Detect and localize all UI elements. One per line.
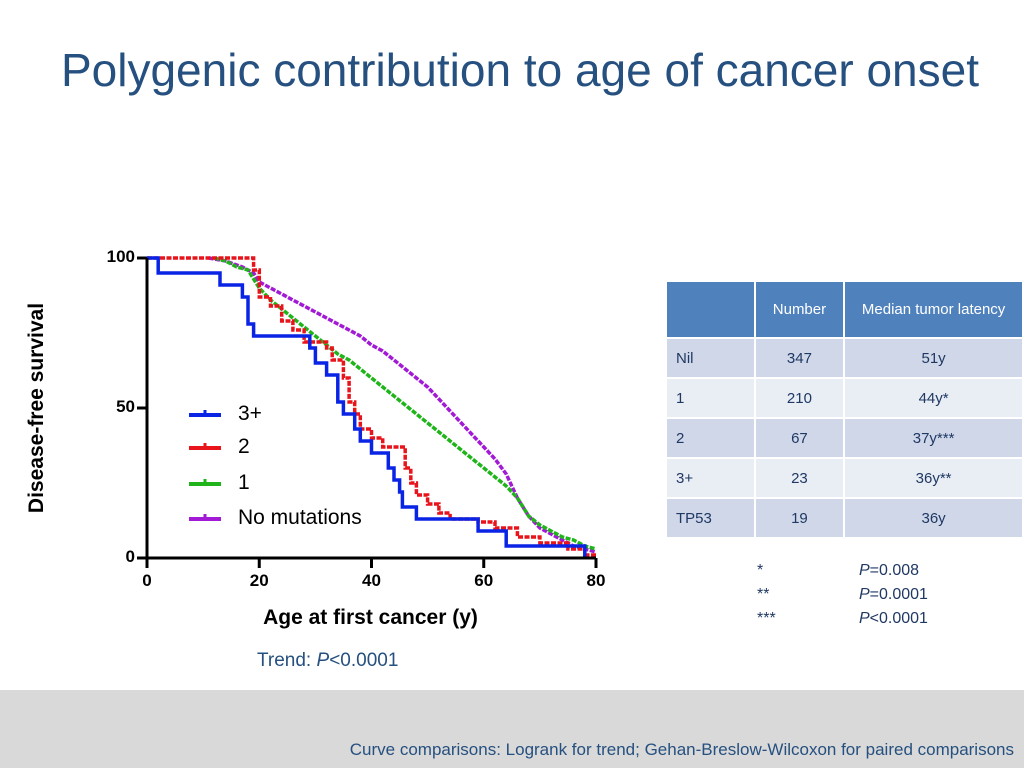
note-p-symbol: P: [859, 610, 870, 627]
note-p-symbol: P: [859, 562, 870, 579]
table-cell-group: Nil: [665, 337, 756, 379]
legend-label-3plus: 3+: [238, 402, 262, 425]
trend-p-symbol: P: [316, 650, 330, 671]
table-cell-number: 67: [753, 417, 846, 459]
series-layer: [147, 256, 597, 558]
note-pvalue: P=0.008: [859, 562, 919, 580]
slide-title: Polygenic contribution to age of cancer …: [60, 44, 980, 96]
x-tick-label: 40: [362, 571, 381, 590]
table-row: 2 67 37y***: [665, 417, 1024, 459]
table-cell-latency: 44y*: [843, 377, 1024, 419]
x-tick-label: 60: [474, 571, 494, 590]
table-cell-latency: 36y**: [843, 457, 1024, 499]
legend-label-no-mutations: No mutations: [238, 506, 362, 529]
trend-prefix: Trend:: [257, 650, 317, 671]
table-cell-latency: 51y: [843, 337, 1024, 379]
note-value: <0.0001: [869, 610, 928, 627]
median-latency-table: Number Median tumor latency Nil 347 51y …: [665, 280, 1024, 539]
note-mark: ***: [757, 610, 776, 627]
legend-swatch-3plus: [189, 410, 221, 417]
trend-value: <0.0001: [329, 650, 399, 671]
legend-label-1: 1: [238, 471, 250, 494]
note-value: =0.0001: [869, 586, 928, 603]
x-tick-label: 0: [142, 571, 152, 590]
table-cell-number: 23: [753, 457, 846, 499]
legend-swatch-1: [189, 479, 221, 486]
table-cell-number: 19: [753, 497, 846, 539]
trend-pvalue: Trend: P<0.0001: [257, 650, 398, 672]
legend-label-2: 2: [238, 435, 250, 458]
note-pvalue: P=0.0001: [859, 586, 928, 604]
table-row: 3+ 23 36y**: [665, 457, 1024, 499]
x-tick-label: 20: [249, 571, 269, 590]
table-header-number: Number: [753, 280, 846, 339]
legend-swatch-no-mutations: [189, 514, 221, 521]
footer-bar: Curve comparisons: Logrank for trend; Ge…: [0, 690, 1024, 768]
x-axis-title: Age at first cancer (y): [263, 606, 478, 629]
series-line-3plus: [147, 256, 587, 558]
y-axis-title: Disease-free survival: [25, 302, 48, 514]
table-header-row: Number Median tumor latency: [665, 280, 1024, 339]
note-mark: *: [757, 562, 764, 579]
table-cell-group: 3+: [665, 457, 756, 499]
table-row: 1 210 44y*: [665, 377, 1024, 419]
table-cell-group: TP53: [665, 497, 756, 539]
table-row: TP53 19 36y: [665, 497, 1024, 539]
tick-layer: [137, 256, 598, 568]
table-cell-latency: 36y: [843, 497, 1024, 539]
table-cell-number: 210: [753, 377, 846, 419]
series-line-2: [147, 256, 596, 557]
note-mark: **: [757, 586, 770, 603]
km-chart: [137, 256, 598, 568]
table-header-median: Median tumor latency: [843, 280, 1024, 339]
table-cell-group: 2: [665, 417, 756, 459]
table-header-blank: [665, 280, 756, 339]
footer-text: Curve comparisons: Logrank for trend; Ge…: [349, 740, 1014, 759]
table-row: Nil 347 51y: [665, 337, 1024, 379]
legend-swatch-2: [189, 443, 221, 450]
table-cell-group: 1: [665, 377, 756, 419]
note-p-symbol: P: [859, 586, 870, 603]
x-tick-label: 80: [586, 571, 606, 590]
note-value: =0.008: [869, 562, 920, 579]
table-cell-number: 347: [753, 337, 846, 379]
y-tick-label: 50: [116, 397, 135, 416]
table-cell-latency: 37y***: [843, 417, 1024, 459]
y-tick-label: 100: [106, 247, 135, 266]
note-pvalue: P<0.0001: [859, 610, 928, 628]
y-tick-label: 0: [125, 547, 135, 566]
